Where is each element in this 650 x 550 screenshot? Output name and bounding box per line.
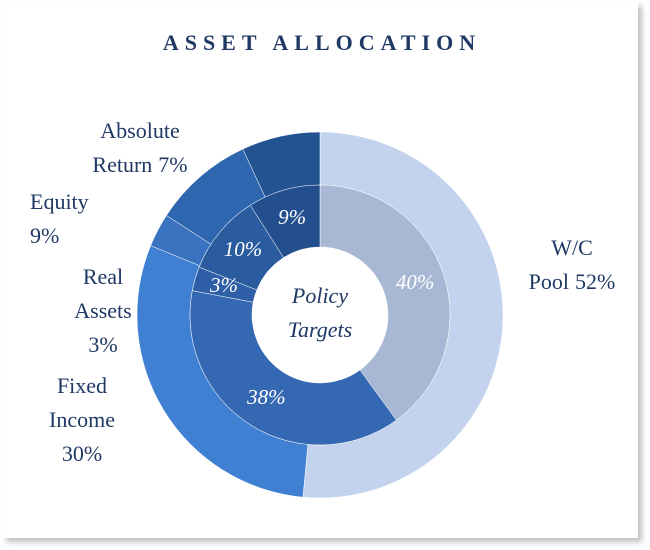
value-label: 3% bbox=[88, 332, 117, 357]
category-label: Absolute Return bbox=[92, 118, 179, 177]
inner-value-label: 3% bbox=[209, 273, 238, 297]
center-label: Policy Targets bbox=[288, 283, 352, 342]
rings bbox=[136, 131, 504, 499]
inner-slice bbox=[319, 184, 451, 421]
inner-value-label: 9% bbox=[278, 205, 306, 229]
inner-slice bbox=[189, 290, 397, 446]
inner-value-label: 38% bbox=[246, 385, 286, 409]
category-label: Fixed Income bbox=[49, 373, 115, 432]
inner-slice bbox=[249, 184, 321, 258]
inner-value-label: 10% bbox=[224, 237, 263, 261]
category-label: Real Assets bbox=[74, 264, 131, 323]
category-label: Equity bbox=[30, 189, 89, 214]
category-label: W/C Pool bbox=[529, 235, 593, 294]
value-label: 52% bbox=[575, 269, 615, 294]
value-label: 30% bbox=[62, 441, 102, 466]
value-label: 9% bbox=[30, 223, 59, 248]
chart-title: ASSET ALLOCATION bbox=[163, 30, 481, 55]
inner-value-label: 40% bbox=[396, 270, 435, 294]
value-label: 7% bbox=[158, 152, 187, 177]
